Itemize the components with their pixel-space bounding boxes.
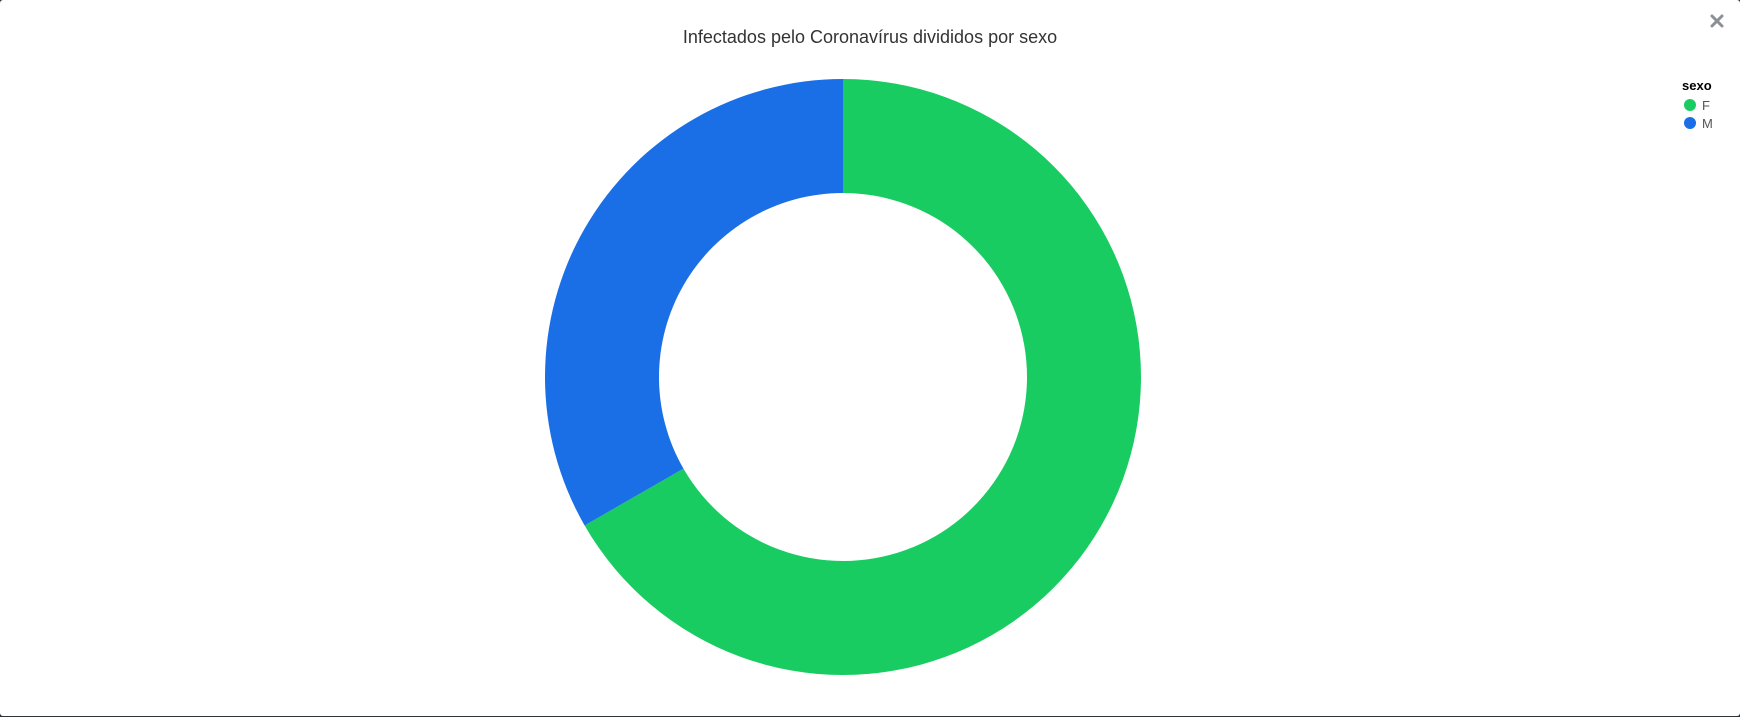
legend-label-m: M [1702, 115, 1713, 131]
legend-item-f[interactable]: F [1676, 96, 1713, 114]
donut-slice-f[interactable] [584, 79, 1141, 675]
chart-title: Infectados pelo Coronavírus divididos po… [682, 27, 1058, 47]
close-icon[interactable] [1706, 10, 1728, 32]
legend-swatch-m [1684, 117, 1696, 129]
legend-label-f: F [1702, 97, 1710, 113]
legend-title: sexo [1682, 78, 1712, 93]
donut-slice-m[interactable] [544, 78, 843, 526]
legend-swatch-f [1684, 99, 1696, 111]
legend: sexo F M [1676, 78, 1713, 132]
legend-item-m[interactable]: M [1676, 114, 1713, 132]
close-icon-glyph [1710, 14, 1724, 28]
